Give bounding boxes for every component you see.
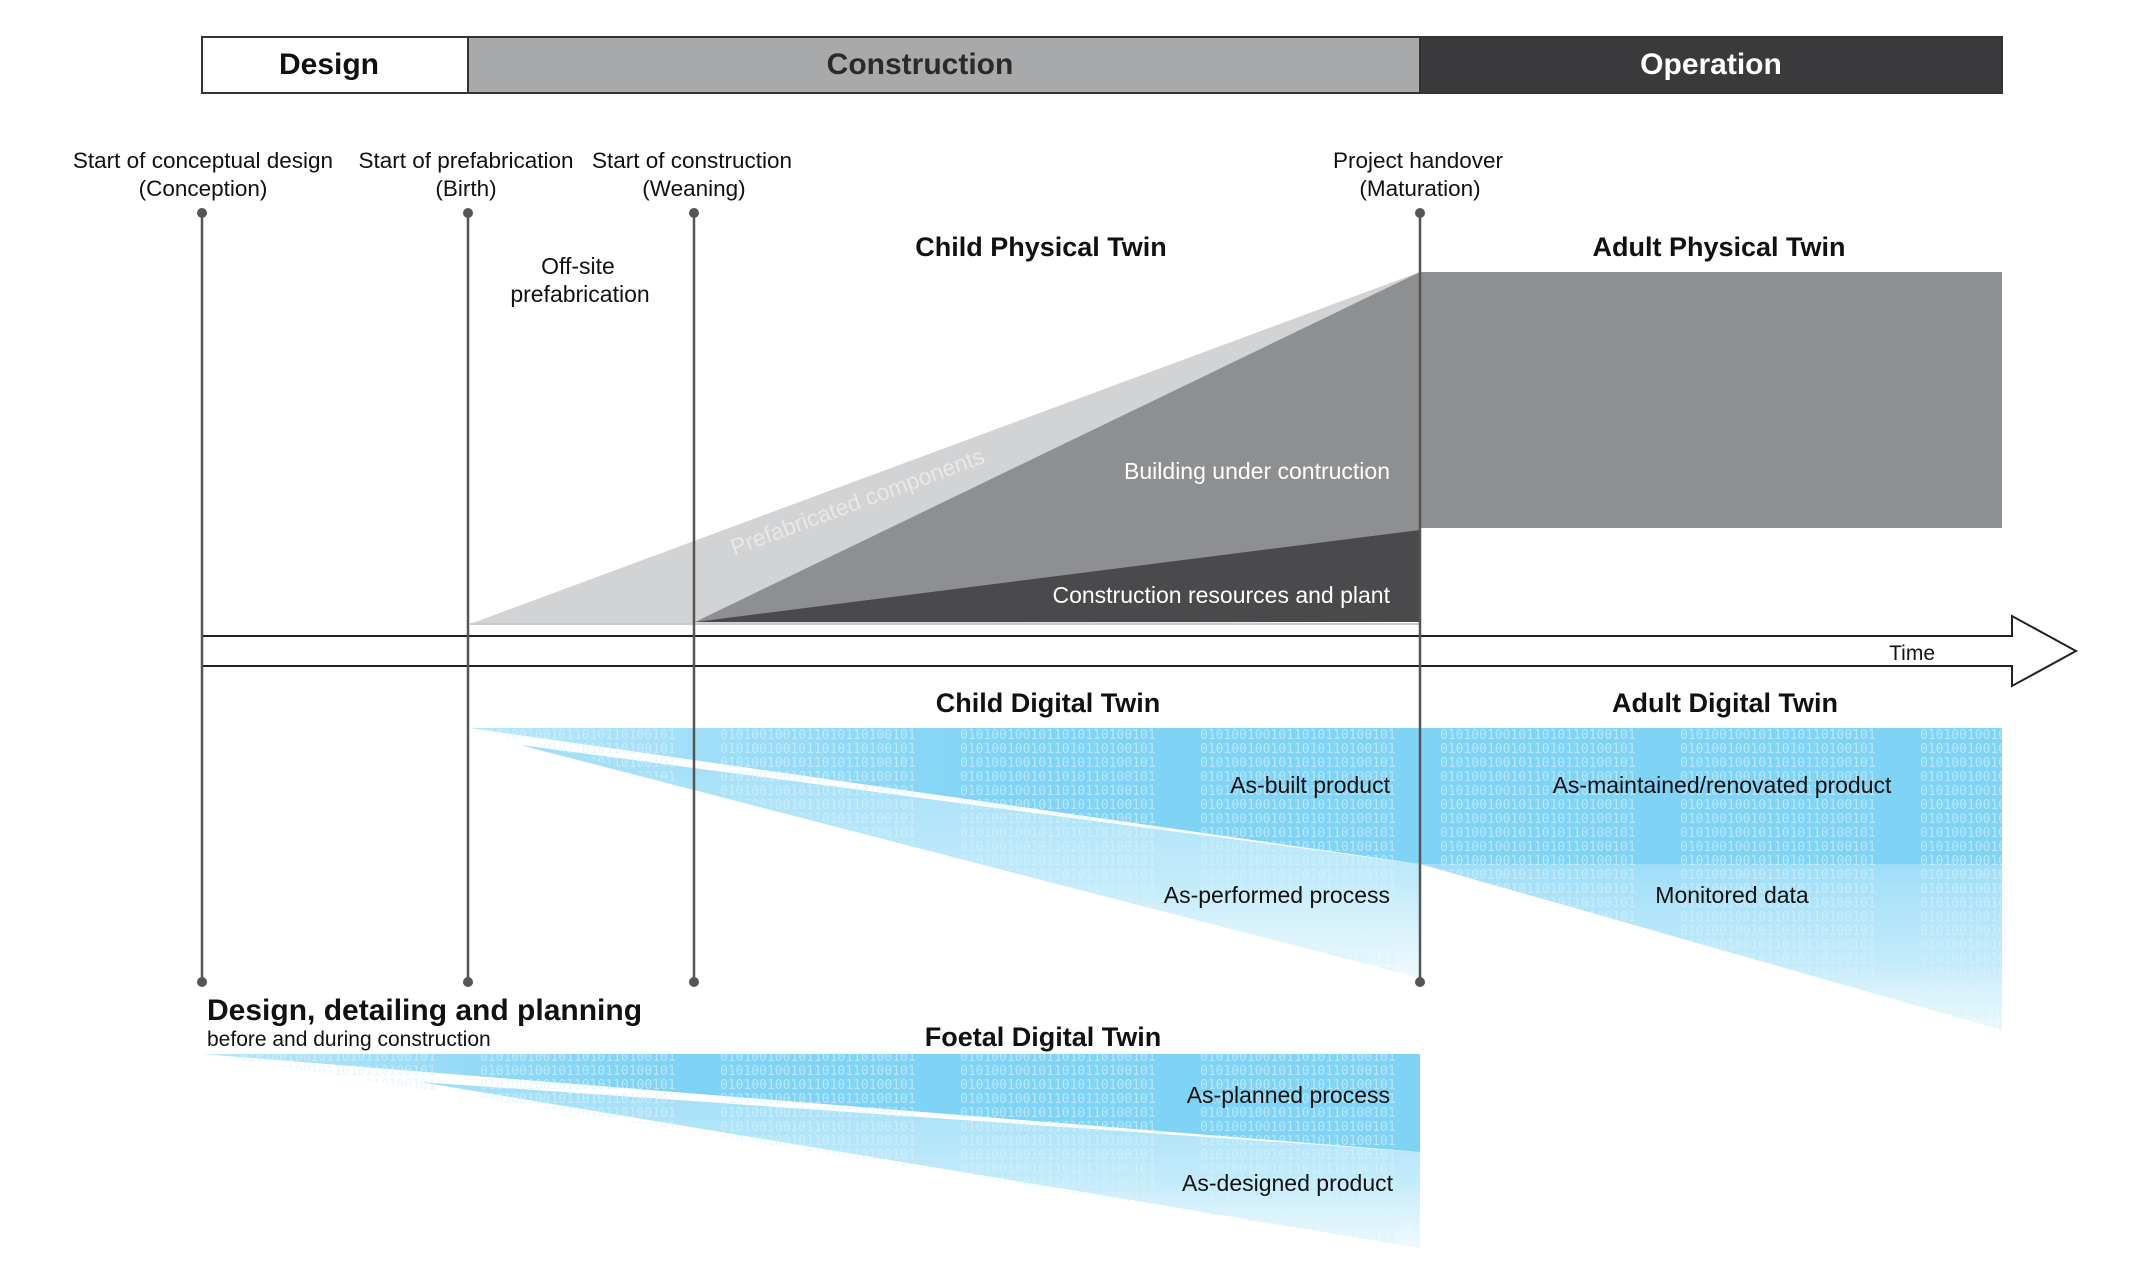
phase-bar: Design Construction Operation bbox=[201, 36, 2003, 94]
design-section-subtitle: before and during construction bbox=[207, 1028, 491, 1051]
physical-twin-area: Off-site prefabrication Child Physical T… bbox=[470, 232, 2002, 625]
monitored-data-label: Monitored data bbox=[1655, 882, 1809, 908]
birth-dot-bottom bbox=[463, 977, 473, 987]
maturation-dot-bottom bbox=[1415, 977, 1425, 987]
phase-operation-label: Operation bbox=[1640, 48, 1782, 81]
phase-construction-label: Construction bbox=[827, 48, 1014, 81]
design-section-title: Design, detailing and planning bbox=[207, 994, 642, 1027]
child-physical-twin-title: Child Physical Twin bbox=[915, 232, 1167, 262]
construction-resources-shape bbox=[695, 530, 1420, 622]
milestone-conception-line1: Start of conceptual design bbox=[73, 148, 333, 173]
phase-operation-box bbox=[1419, 36, 2003, 94]
time-arrow-shape bbox=[201, 614, 2079, 688]
milestone-maturation-line1: Project handover bbox=[1333, 148, 1504, 173]
foetal-binary-texture bbox=[202, 1054, 1420, 1248]
phase-design-label: Design bbox=[279, 48, 379, 81]
adult-digital-twin-title: Adult Digital Twin bbox=[1612, 688, 1838, 718]
child-digital-twin-title: Child Digital Twin bbox=[936, 688, 1160, 718]
milestone-dots bbox=[197, 208, 1425, 987]
milestone-maturation-line2: (Maturation) bbox=[1359, 176, 1480, 201]
milestone-conception-line2: (Conception) bbox=[139, 176, 268, 201]
phase-construction-box bbox=[467, 36, 1421, 94]
milestones: Start of conceptual design (Conception) … bbox=[73, 148, 1504, 201]
offsite-label-line2: prefabrication bbox=[510, 281, 649, 307]
as-performed-process-shape bbox=[520, 745, 1420, 978]
milestone-lines bbox=[200, 213, 1422, 982]
adult-physical-twin-title: Adult Physical Twin bbox=[1592, 232, 1845, 262]
foetal-digital-twin-title: Foetal Digital Twin bbox=[925, 1022, 1162, 1052]
digital-binary-texture bbox=[470, 728, 2002, 1030]
milestone-birth-line1: Start of prefabrication bbox=[358, 148, 573, 173]
adult-physical-twin-shape bbox=[1420, 272, 2002, 528]
construction-resources-label: Construction resources and plant bbox=[1052, 582, 1390, 608]
building-under-construction-label: Building under contruction bbox=[1124, 458, 1390, 484]
time-axis: Time bbox=[201, 614, 2079, 688]
offsite-label-line1: Off-site bbox=[541, 253, 615, 279]
weaning-dot-bottom bbox=[689, 977, 699, 987]
building-under-construction-shape bbox=[695, 272, 1420, 622]
milestone-weaning-line1: Start of construction bbox=[592, 148, 792, 173]
foetal-digital-twin-area: Design, detailing and planning before an… bbox=[202, 994, 1420, 1248]
as-performed-process-label: As-performed process bbox=[1164, 882, 1390, 908]
conception-dot-top bbox=[197, 208, 207, 218]
phase-design-box bbox=[201, 36, 469, 94]
digital-twin-area: Child Digital Twin Adult Digital Twin As… bbox=[470, 688, 2002, 1030]
milestone-birth-line2: (Birth) bbox=[435, 176, 496, 201]
conception-dot-bottom bbox=[197, 977, 207, 987]
as-planned-process-label: As-planned process bbox=[1187, 1082, 1390, 1108]
maturation-dot-top bbox=[1415, 208, 1425, 218]
milestone-weaning-line2: (Weaning) bbox=[642, 176, 745, 201]
as-designed-product-label: As-designed product bbox=[1182, 1170, 1394, 1196]
birth-dot-top bbox=[463, 208, 473, 218]
as-maintained-product-label: As-maintained/renovated product bbox=[1553, 772, 1892, 798]
weaning-dot-top bbox=[689, 208, 699, 218]
time-axis-label: Time bbox=[1889, 642, 1935, 665]
as-built-product-label: As-built product bbox=[1230, 772, 1390, 798]
